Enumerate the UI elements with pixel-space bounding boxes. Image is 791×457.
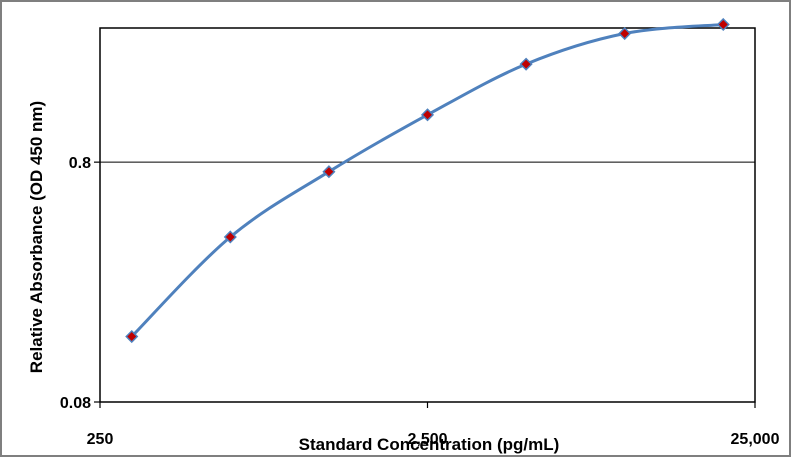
y-tick-label-1: 0.8 [69, 155, 91, 172]
data-point-0-2 [322, 165, 336, 179]
data-point-0-4 [519, 57, 533, 71]
data-point-0-1 [223, 230, 237, 244]
x-tick-label-1: 2,500 [407, 431, 447, 448]
x-tick-label-2: 25,000 [731, 431, 780, 448]
data-point-0-0 [125, 329, 139, 344]
data-point-0-5 [618, 26, 632, 41]
plot-area: 0.08 0.8 250 2,500 25,000 [60, 17, 780, 448]
x-tick-label-0: 250 [87, 431, 114, 448]
y-tick-label-0: 0.08 [60, 395, 91, 412]
data-point-0-3 [420, 108, 435, 122]
x-axis-title: Standard Concentration (pg/mL) [299, 435, 560, 454]
data-point-0-6 [716, 17, 730, 32]
y-axis-title: Relative Absorbance (OD 450 nm) [27, 101, 46, 373]
